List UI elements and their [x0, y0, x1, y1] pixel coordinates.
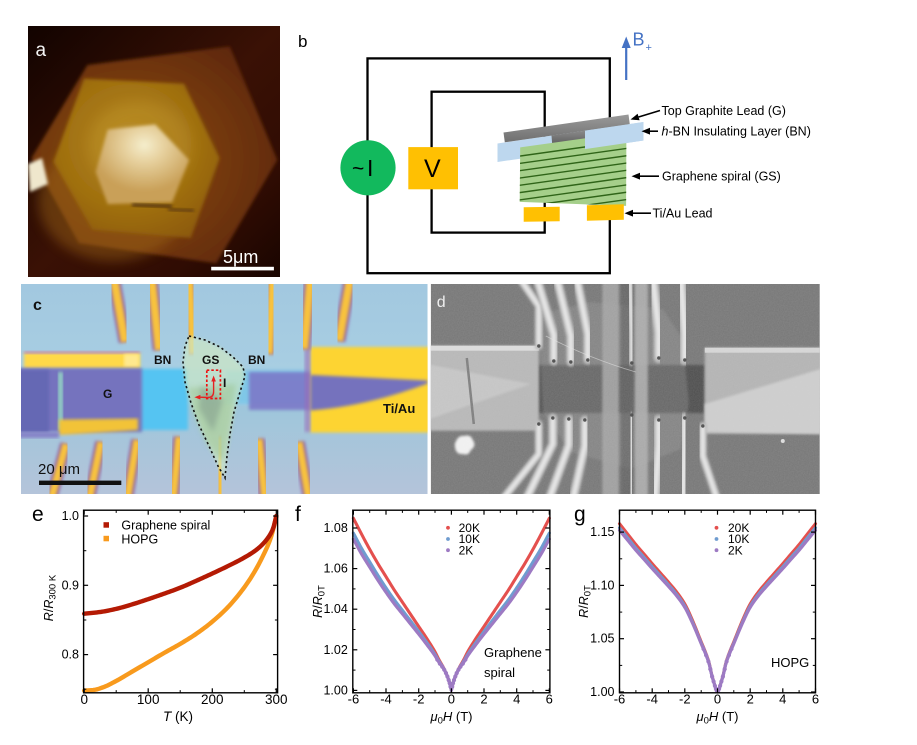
svg-text:V: V	[424, 155, 441, 183]
svg-text:4: 4	[513, 692, 520, 707]
svg-text:-2: -2	[679, 692, 691, 707]
svg-text:Ti/Au: Ti/Au	[383, 401, 415, 416]
svg-text:300: 300	[265, 692, 288, 707]
svg-text:μ0H (T): μ0H (T)	[429, 709, 472, 727]
svg-text:4: 4	[779, 692, 786, 707]
svg-text:g: g	[574, 503, 586, 526]
svg-text:T (K): T (K)	[163, 709, 193, 724]
svg-text:0: 0	[80, 692, 88, 707]
svg-text:0.9: 0.9	[62, 578, 79, 592]
svg-text:6: 6	[546, 692, 553, 707]
svg-text:R/R0T: R/R0T	[577, 585, 594, 618]
svg-text:Graphene: Graphene	[484, 645, 542, 660]
svg-text:-6: -6	[348, 692, 360, 707]
svg-text:1.05: 1.05	[590, 632, 614, 646]
svg-text:1.10: 1.10	[590, 578, 614, 592]
svg-text:2: 2	[747, 692, 754, 707]
svg-text:c: c	[33, 297, 42, 314]
svg-text:Top Graphite Lead (G): Top Graphite Lead (G)	[662, 104, 786, 118]
svg-text:b: b	[298, 32, 307, 51]
svg-text:Graphene spiral (GS): Graphene spiral (GS)	[662, 170, 781, 184]
svg-text:20 μm: 20 μm	[38, 461, 80, 478]
svg-text:BN: BN	[248, 353, 265, 367]
svg-text:5μm: 5μm	[223, 247, 258, 267]
svg-text:+: +	[646, 42, 652, 54]
svg-text:I: I	[223, 376, 226, 390]
svg-text:μ0H (T): μ0H (T)	[695, 709, 738, 727]
svg-text:h-BN Insulating Layer (BN): h-BN Insulating Layer (BN)	[662, 125, 811, 139]
svg-text:20K: 20K	[459, 521, 480, 535]
svg-text:HOPG: HOPG	[121, 532, 158, 546]
svg-text:HOPG: HOPG	[771, 655, 809, 670]
svg-text:-6: -6	[614, 692, 626, 707]
svg-text:100: 100	[137, 692, 160, 707]
svg-text:spiral: spiral	[484, 665, 515, 680]
svg-text:BN: BN	[154, 353, 171, 367]
svg-text:1.06: 1.06	[323, 562, 347, 576]
svg-text:1.0: 1.0	[62, 509, 79, 523]
svg-text:1.04: 1.04	[323, 602, 347, 616]
svg-text:-2: -2	[413, 692, 425, 707]
svg-text:1.08: 1.08	[323, 521, 347, 535]
svg-text:f: f	[295, 503, 301, 526]
svg-text:e: e	[32, 503, 44, 526]
svg-text:~: ~	[352, 158, 364, 181]
svg-text:2: 2	[480, 692, 487, 707]
svg-text:10K: 10K	[728, 532, 749, 546]
svg-text:200: 200	[201, 692, 224, 707]
svg-text:-4: -4	[646, 692, 658, 707]
svg-text:0: 0	[714, 692, 721, 707]
svg-text:1.00: 1.00	[323, 683, 347, 697]
svg-text:20K: 20K	[728, 521, 749, 535]
svg-text:10K: 10K	[459, 532, 480, 546]
svg-text:2K: 2K	[728, 543, 743, 557]
svg-text:B: B	[633, 30, 645, 50]
svg-text:G: G	[103, 387, 112, 401]
svg-text:0: 0	[448, 692, 455, 707]
svg-text:6: 6	[812, 692, 819, 707]
svg-text:1.00: 1.00	[590, 685, 614, 699]
svg-text:0.8: 0.8	[62, 648, 79, 662]
svg-text:Graphene spiral: Graphene spiral	[121, 519, 210, 533]
svg-text:I: I	[367, 155, 373, 181]
svg-text:R/R300 K: R/R300 K	[42, 574, 59, 621]
svg-text:1.02: 1.02	[323, 643, 347, 657]
svg-text:Ti/Au Lead: Ti/Au Lead	[653, 207, 713, 221]
svg-text:GS: GS	[202, 353, 219, 367]
svg-text:-4: -4	[380, 692, 392, 707]
svg-text:1.15: 1.15	[590, 525, 614, 539]
svg-text:a: a	[36, 40, 47, 61]
svg-text:2K: 2K	[459, 543, 474, 557]
